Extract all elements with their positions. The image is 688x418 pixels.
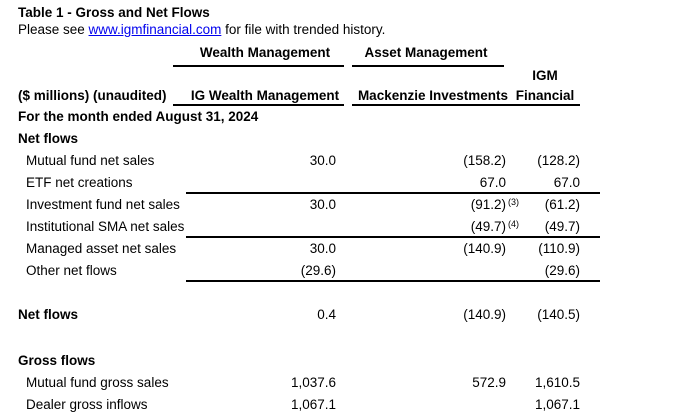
row-label: ETF net creations <box>26 175 133 190</box>
table-row-managed-asset-net-sales: Managed asset net sales 30.0 (140.9) (11… <box>0 238 600 260</box>
cell-ig-wealth: 30.0 <box>309 241 336 256</box>
period-label: For the month ended August 31, 2024 <box>18 109 259 124</box>
cell-ig-wealth: 30.0 <box>309 197 336 212</box>
column-header-igm: IGM <box>532 68 558 83</box>
row-values: 30.0 (158.2) (128.2) <box>186 150 600 172</box>
igmfinancial-link[interactable]: www.igmfinancial.com <box>88 22 222 37</box>
column-header-mackenzie: Mackenzie Investments <box>357 88 508 103</box>
table-row-net-flows-section: Net flows <box>0 128 600 150</box>
cell-ig-wealth <box>186 216 344 236</box>
cell-value: (49.7) <box>470 219 506 234</box>
cell-ig-wealth: 30.0 <box>309 153 336 168</box>
cell-ig-wealth: 1,037.6 <box>290 375 336 390</box>
spacer <box>0 326 600 350</box>
cell-mackenzie <box>344 394 508 416</box>
table-row-investment-fund-net-sales: Investment fund net sales 30.0 (91.2) (3)… <box>0 194 600 216</box>
group-header-wealth-management: Wealth Management <box>199 45 331 60</box>
cell-igm-financial: (110.9) <box>538 241 580 256</box>
table-row-net-flows-total: Net flows 0.4 (140.9) (140.5) <box>0 304 600 326</box>
cell-igm-financial: (49.7) <box>544 219 580 234</box>
row-label: Mutual fund net sales <box>26 153 155 168</box>
table-row-gross-flows-section: Gross flows <box>0 350 600 372</box>
cell-ig-wealth: 1,067.1 <box>290 397 336 412</box>
row-values: 1,067.1 1,067.1 <box>186 394 600 416</box>
row-label: Other net flows <box>26 263 117 278</box>
footnote-ref-3: (3) <box>508 197 519 207</box>
cell-ig-wealth <box>186 172 344 192</box>
ig-wealth-column-rule <box>173 104 344 106</box>
section-label: Net flows <box>18 131 79 146</box>
table-row-mutual-fund-gross-sales: Mutual fund gross sales 1,037.6 572.9 1,… <box>0 372 600 394</box>
cell-mackenzie: (49.7) (4) <box>344 216 519 236</box>
cell-igm-financial: (29.6) <box>544 263 580 278</box>
row-values: 0.4 (140.9) (140.5) <box>186 304 600 326</box>
table-row-other-net-flows: Other net flows (29.6) (29.6) <box>0 260 600 282</box>
column-header-ig-wealth: IG Wealth Management <box>190 88 340 103</box>
cell-igm-financial: (128.2) <box>537 153 580 168</box>
row-label: Mutual fund gross sales <box>26 375 169 390</box>
section-label: Gross flows <box>18 353 96 368</box>
wealth-group-rule <box>173 65 344 67</box>
cell-mackenzie: (140.9) <box>463 307 506 322</box>
table-row-dealer-gross-inflows: Dealer gross inflows 1,067.1 1,067.1 <box>0 394 600 416</box>
flows-table: For the month ended August 31, 2024 Net … <box>0 106 600 416</box>
cell-mackenzie: (158.2) <box>463 153 506 168</box>
row-values: 30.0 (91.2) (3) (61.2) <box>186 194 600 216</box>
page-title: Table 1 - Gross and Net Flows <box>18 5 210 20</box>
cell-mackenzie: 67.0 <box>479 175 506 190</box>
cell-mackenzie: (91.2) (3) <box>344 194 519 216</box>
row-values: 1,037.6 572.9 1,610.5 <box>186 372 600 394</box>
cell-value: (91.2) <box>470 197 506 212</box>
row-label: Managed asset net sales <box>26 241 177 256</box>
cell-mackenzie: (140.9) <box>463 241 506 256</box>
cell-igm-financial: 67.0 <box>553 175 580 190</box>
row-label: Investment fund net sales <box>26 197 180 212</box>
row-label: Net flows <box>18 307 79 322</box>
column-header-financial: Financial <box>515 88 575 103</box>
footnote-ref-4: (4) <box>508 219 519 229</box>
cell-igm-financial: 1,067.1 <box>534 397 580 412</box>
asset-group-rule <box>352 65 504 67</box>
subtitle-suffix: for file with trended history. <box>221 22 386 37</box>
table-row-etf-net-creations: ETF net creations 67.0 67.0 <box>0 172 600 194</box>
cell-igm-financial: 1,610.5 <box>534 375 580 390</box>
spacer <box>0 282 600 304</box>
row-values: (49.7) (4) (49.7) <box>186 216 600 238</box>
cell-ig-wealth: (29.6) <box>300 263 336 278</box>
group-header-asset-management: Asset Management <box>364 45 488 60</box>
cell-igm-financial: (140.5) <box>537 307 580 322</box>
cell-ig-wealth: 0.4 <box>317 307 336 322</box>
row-values: (29.6) (29.6) <box>186 260 600 282</box>
cell-igm-financial: (61.2) <box>544 197 580 212</box>
table-row-mutual-fund-net-sales: Mutual fund net sales 30.0 (158.2) (128.… <box>0 150 600 172</box>
table-row-period: For the month ended August 31, 2024 <box>0 106 600 128</box>
units-label: ($ millions) (unaudited) <box>18 88 167 103</box>
subtitle-prefix: Please see <box>18 22 89 37</box>
row-label: Institutional SMA net sales <box>26 219 185 234</box>
subtitle: Please see www.igmfinancial.com for file… <box>18 22 385 37</box>
row-label: Dealer gross inflows <box>26 397 148 412</box>
row-values: 30.0 (140.9) (110.9) <box>186 238 600 260</box>
row-values: 67.0 67.0 <box>186 172 600 194</box>
cell-mackenzie <box>344 260 508 280</box>
cell-mackenzie: 572.9 <box>472 375 506 390</box>
table-row-institutional-sma-net-sales: Institutional SMA net sales (49.7) (4) (4… <box>0 216 600 238</box>
mackenzie-financial-column-rule <box>352 104 580 106</box>
